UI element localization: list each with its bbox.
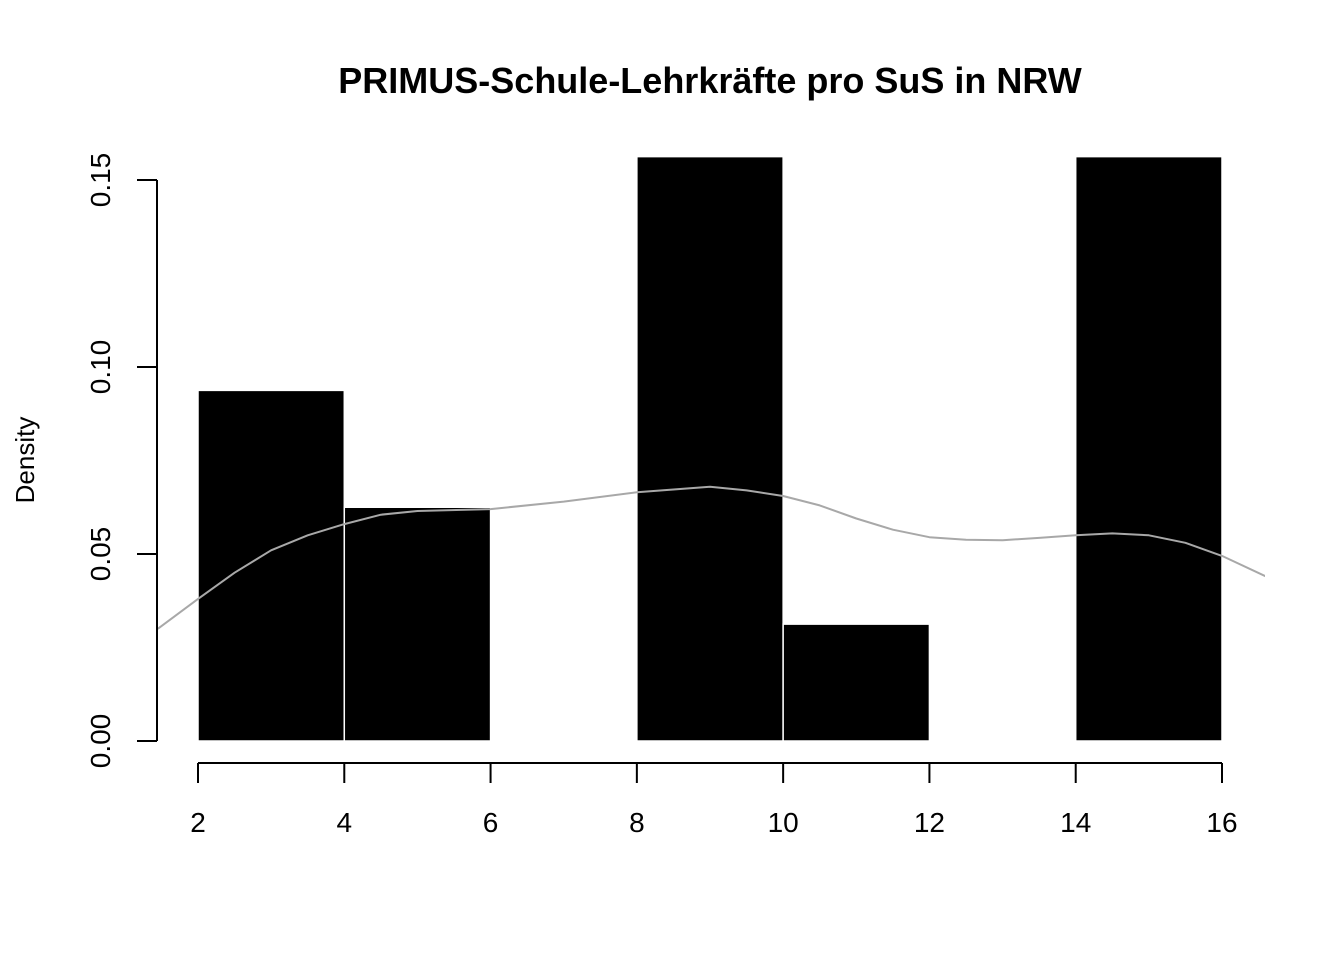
y-tick-label: 0.00 (85, 714, 116, 769)
y-tick-label: 0.05 (85, 527, 116, 582)
x-axis: 2 4 6 8 10 12 14 16 (190, 762, 1238, 838)
x-tick-label: 6 (483, 807, 499, 838)
histogram-bar-4-6 (343, 506, 492, 742)
x-tick-label: 4 (336, 807, 352, 838)
histogram-bar-2-4 (197, 389, 346, 742)
y-tick-label: 0.15 (85, 153, 116, 208)
histogram-bar-8-10 (636, 155, 784, 742)
x-tick-label: 16 (1206, 807, 1237, 838)
density-curve-group (157, 485, 1265, 630)
bars-group (197, 155, 1223, 742)
chart-title: PRIMUS-Schule-Lehrkräfte pro SuS in NRW (338, 60, 1081, 101)
x-tick-label: 8 (629, 807, 645, 838)
x-tick-label: 2 (190, 807, 206, 838)
y-tick-label: 0.10 (85, 340, 116, 395)
density-curve (157, 485, 1265, 630)
y-axis-label: Density (10, 417, 40, 504)
histogram-bar-14-16 (1074, 155, 1223, 742)
x-tick-label: 10 (768, 807, 799, 838)
histogram-bar-10-12 (782, 623, 931, 742)
y-axis: 0.00 0.05 0.10 0.15 (85, 153, 158, 769)
x-tick-label: 12 (914, 807, 945, 838)
x-tick-label: 14 (1060, 807, 1091, 838)
